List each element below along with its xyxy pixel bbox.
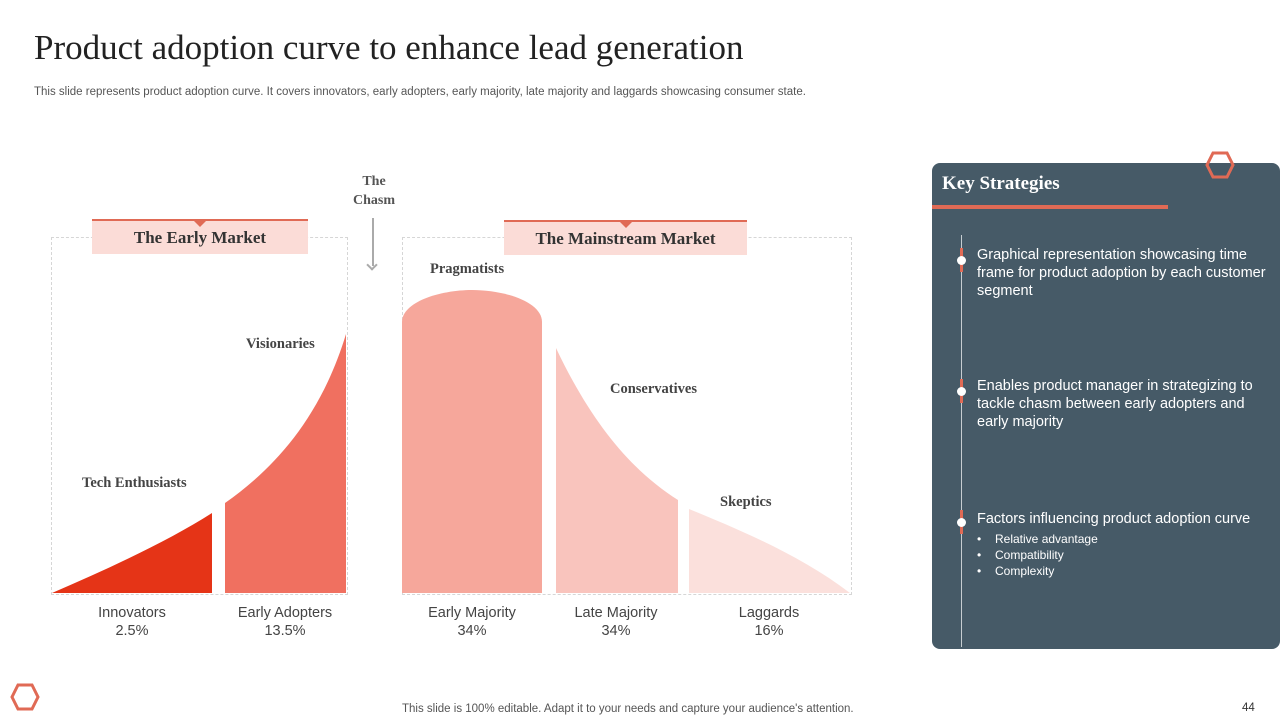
factor-bullet-list: Relative advantage Compatibility Complex… [977,531,1267,579]
slide-title: Product adoption curve to enhance lead g… [34,28,744,67]
chasm-label-line2: Chasm [352,193,395,208]
strategy-item-3-text: Factors influencing product adoption cur… [977,511,1251,527]
strategy-item-1: Graphical representation showcasing time… [977,247,1266,299]
segment-label-pragmatists: Pragmatists [430,261,505,277]
category-innovators: Innovators 2.5% [72,604,192,640]
timeline-dot-icon [957,387,966,396]
strategy-item-3: Factors influencing product adoption cur… [977,510,1267,579]
category-late-majority: Late Majority 34% [556,604,676,640]
category-name: Early Majority [428,605,516,621]
factor-bullet: Compatibility [995,547,1267,563]
category-name: Early Adopters [237,605,333,621]
chasm-label-line1: The [362,174,386,189]
chasm-label: The Chasm [340,172,408,210]
footer-note: This slide is 100% editable. Adapt it to… [402,703,854,715]
segment-label-conservatives: Conservatives [610,381,697,397]
segment-label-skeptics: Skeptics [720,494,772,510]
curve-segment-early-adopters [225,334,346,593]
curve-segment-early-majority [402,290,542,593]
category-value: 2.5% [115,623,149,639]
category-name: Innovators [98,605,166,621]
category-value: 16% [754,623,784,639]
hexagon-logo-icon [10,683,40,711]
panel-title: Key Strategies [942,173,1060,194]
curve-segment-laggards [689,509,850,593]
factor-bullet: Relative advantage [995,531,1267,547]
mainstream-market-label-text: The Mainstream Market [535,229,716,248]
page-number: 44 [1242,702,1255,714]
key-strategies-panel: Key Strategies Graphical representation … [932,163,1280,649]
early-market-label-text: The Early Market [133,228,267,247]
category-laggards: Laggards 16% [709,604,829,640]
mainstream-market-label: The Mainstream Market [504,220,747,255]
timeline-line [961,235,962,647]
factor-bullet: Complexity [995,563,1267,579]
category-name: Late Majority [574,605,658,621]
chasm-down-arrow-icon [372,218,374,266]
strategy-item-2: Enables product manager in strategizing … [977,378,1253,430]
category-value: 34% [601,623,631,639]
category-early-majority: Early Majority 34% [412,604,532,640]
slide-subtitle: This slide represents product adoption c… [34,86,806,98]
segment-label-tech-enthusiasts: Tech Enthusiasts [82,475,187,491]
category-name: Laggards [738,605,800,621]
category-value: 13.5% [264,623,306,639]
hexagon-icon [1205,151,1235,179]
early-market-label: The Early Market [92,219,308,254]
curve-segment-innovators [52,513,212,593]
mainstream-market-notch-icon [619,222,632,228]
panel-title-underline [932,205,1168,209]
curve-segment-late-majority [556,348,678,593]
category-value: 34% [457,623,487,639]
timeline-dot-icon [957,256,966,265]
category-early-adopters: Early Adopters 13.5% [225,604,345,640]
timeline-dot-icon [957,518,966,527]
segment-label-visionaries: Visionaries [246,336,315,352]
early-market-notch-icon [194,221,206,227]
